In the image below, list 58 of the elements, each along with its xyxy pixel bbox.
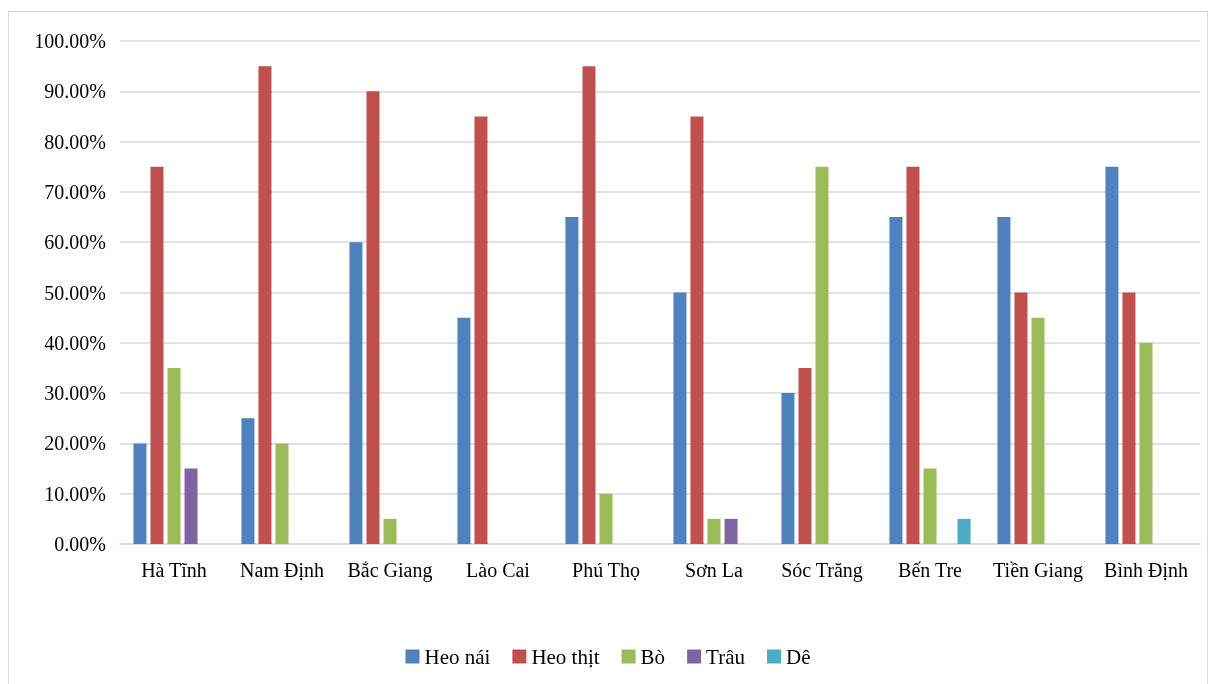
bar (366, 91, 380, 544)
bar (582, 66, 596, 544)
y-tick-label: 0.00% (54, 533, 106, 555)
x-tick-label: Bình Định (1104, 559, 1188, 581)
y-tick-label: 40.00% (44, 331, 106, 354)
bar (923, 468, 937, 544)
x-tick-label: Bắc Giang (347, 559, 433, 582)
x-tick-label: Bến Tre (898, 559, 963, 581)
y-tick-label: 10.00% (44, 482, 106, 505)
bar (1122, 292, 1136, 544)
bar (457, 317, 471, 544)
x-tick-label: Phú Thọ (572, 559, 640, 581)
x-tick-label: Nam Định (240, 559, 324, 581)
bar (997, 217, 1011, 544)
legend-label: Trâu (706, 644, 746, 669)
bar (815, 166, 829, 544)
bar (184, 468, 198, 544)
y-tick-label: 50.00% (44, 281, 106, 304)
x-tick-label: Sơn La (685, 559, 744, 581)
y-tick-label: 90.00% (44, 80, 106, 103)
bar (690, 116, 704, 544)
x-tick-label: Hà Tĩnh (141, 559, 207, 581)
bar (1031, 317, 1045, 544)
x-tick-label: Lào Cai (466, 559, 531, 581)
bar (1139, 342, 1153, 544)
legend-label: Heo thịt (531, 644, 600, 669)
x-tick-label: Sóc Trăng (781, 559, 863, 582)
bar (275, 443, 289, 544)
y-tick-label: 70.00% (44, 180, 106, 203)
bar (167, 367, 181, 544)
y-tick-label: 100.00% (34, 30, 106, 52)
bar (673, 292, 687, 544)
legend-label: Dê (786, 644, 811, 669)
bar (599, 493, 613, 544)
bar (889, 217, 903, 544)
bar (798, 367, 812, 544)
bar (150, 166, 164, 544)
bar (241, 418, 255, 544)
y-tick-label: 80.00% (44, 130, 106, 153)
bar (724, 518, 738, 544)
bar (906, 166, 920, 544)
legend-label: Heo nái (424, 644, 491, 669)
y-tick-label: 20.00% (44, 432, 106, 455)
legend-label: Bò (640, 644, 666, 669)
bar (474, 116, 488, 544)
bar (565, 217, 579, 544)
y-tick-label: 30.00% (44, 382, 106, 405)
bar (1105, 166, 1119, 544)
y-tick-label: 60.00% (44, 231, 106, 254)
bar (383, 518, 397, 544)
bar (957, 518, 971, 544)
bar (349, 242, 363, 544)
bar (707, 518, 721, 544)
bar (133, 443, 147, 544)
x-tick-label: Tiền Giang (993, 559, 1083, 582)
bar (781, 393, 795, 544)
bar (1014, 292, 1028, 544)
bar (258, 66, 272, 544)
